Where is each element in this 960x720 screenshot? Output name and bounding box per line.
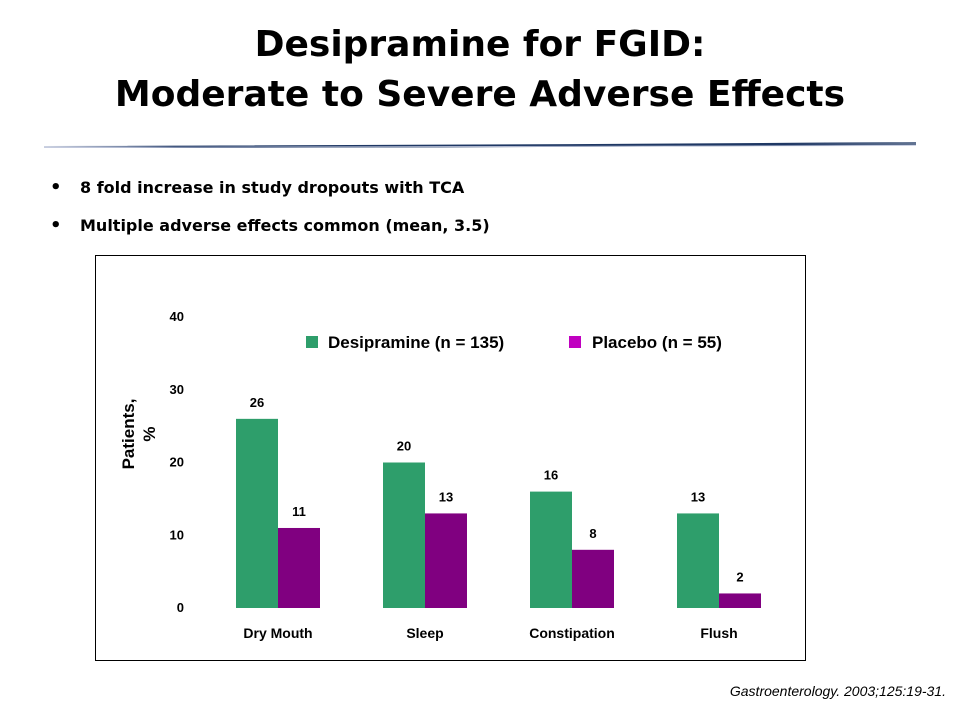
y-tick-label: 0 [177,600,184,615]
data-label: 2 [736,569,743,584]
legend-label-desipramine: Desipramine (n = 135) [328,333,504,352]
y-tick-label: 10 [170,527,184,542]
x-tick-label: Flush [700,625,737,641]
data-label: 26 [250,395,264,410]
legend-swatch-placebo [569,336,581,348]
bar-desipramine-sleep [383,462,425,608]
legend-swatch-desipramine [306,336,318,348]
x-tick-label: Constipation [529,625,615,641]
bar-placebo-constipation [572,549,614,608]
data-label: 8 [589,526,596,541]
bullet-item: • Multiple adverse effects common (mean,… [48,214,908,252]
bullet-marker: • [50,215,62,236]
y-axis-label: Patients,% [119,399,159,470]
bar-placebo-sleep [425,513,467,608]
data-label: 13 [691,489,705,504]
data-label: 11 [292,504,306,519]
legend-label-placebo: Placebo (n = 55) [592,333,722,352]
bullet-marker: • [50,177,62,198]
bullet-item: • 8 fold increase in study dropouts with… [48,176,908,214]
bar-desipramine-flush [677,513,719,608]
title-divider [44,142,916,148]
y-axis-label-line-2: % [140,426,159,441]
y-tick-label: 40 [170,309,184,324]
bar-desipramine-constipation [530,491,572,608]
bullet-text: Multiple adverse effects common (mean, 3… [80,216,490,235]
bullet-list: • 8 fold increase in study dropouts with… [48,176,908,252]
bar-desipramine-dry-mouth [236,418,278,608]
title-line-2: Moderate to Severe Adverse Effects [114,74,846,115]
bar-placebo-flush [719,593,761,608]
data-label: 20 [397,439,411,454]
slide-title: Desipramine for FGID: Moderate to Severe… [0,20,960,120]
chart-frame: 0 10 20 30 40 Patients,% 26 11 Dry Mouth 20 13 Slee… [95,255,806,661]
x-tick-label: Sleep [406,625,443,641]
bar-chart: 0 10 20 30 40 Patients, % 26 11 Dry Mouth 20 13 Slee… [119,309,761,641]
y-tick-label: 30 [170,382,184,397]
y-tick-label: 20 [170,455,184,470]
y-axis-label-line-1: Patients, [119,399,138,470]
data-label: 13 [439,489,453,504]
data-label: 16 [544,468,558,483]
bullet-text: 8 fold increase in study dropouts with T… [80,178,465,197]
bar-placebo-dry-mouth [278,527,320,608]
citation: Gastroenterology. 2003;125:19-31. [729,683,946,699]
x-tick-label: Dry Mouth [243,625,312,641]
title-line-1: Desipramine for FGID: [254,24,706,65]
